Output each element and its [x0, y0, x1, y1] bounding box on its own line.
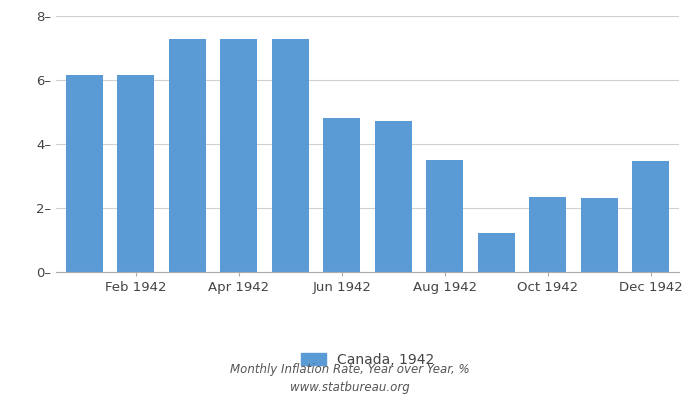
Bar: [272, 39, 309, 272]
Bar: [220, 39, 258, 272]
Legend: Canada, 1942: Canada, 1942: [295, 348, 440, 372]
Bar: [374, 121, 412, 272]
Bar: [529, 197, 566, 272]
Bar: [323, 118, 360, 272]
Bar: [632, 161, 669, 272]
Bar: [118, 74, 154, 272]
Text: Monthly Inflation Rate, Year over Year, %: Monthly Inflation Rate, Year over Year, …: [230, 364, 470, 376]
Bar: [477, 233, 514, 272]
Bar: [426, 160, 463, 272]
Text: www.statbureau.org: www.statbureau.org: [290, 382, 410, 394]
Bar: [66, 74, 103, 272]
Bar: [581, 198, 617, 272]
Bar: [169, 39, 206, 272]
